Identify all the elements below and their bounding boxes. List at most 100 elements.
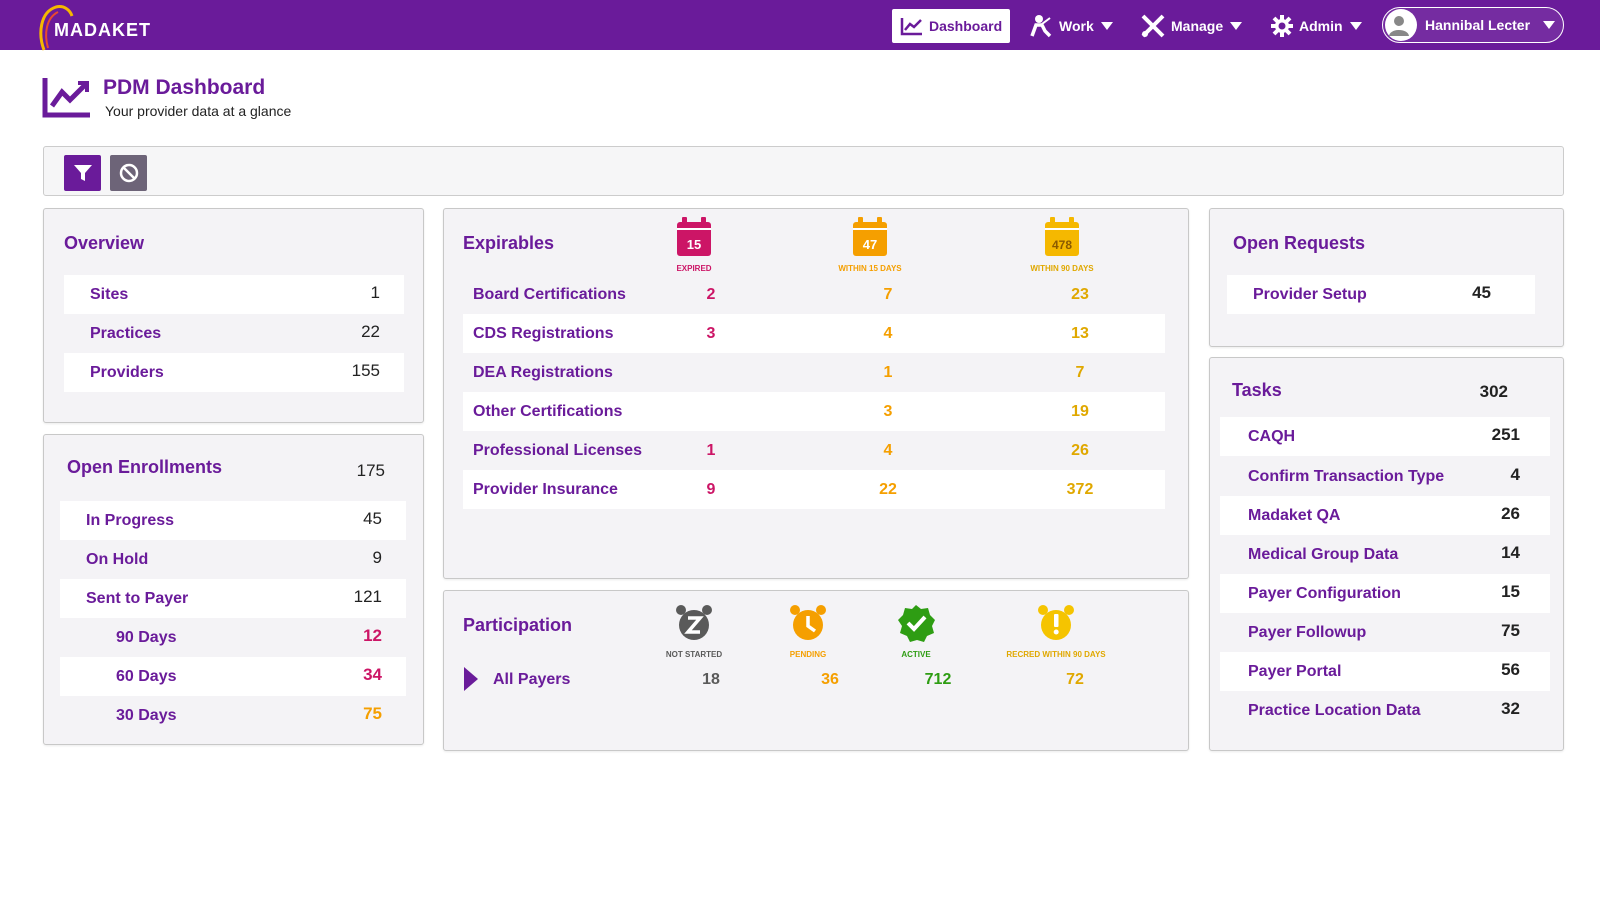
enrollment-row[interactable]: 30 Days 75 <box>60 696 406 735</box>
task-value: 251 <box>1491 425 1520 444</box>
avatar <box>1385 9 1417 41</box>
enrollment-row[interactable]: 60 Days 34 <box>60 657 406 696</box>
within-90-value: 23 <box>1071 286 1089 303</box>
enrollment-label: On Hold <box>86 551 149 568</box>
madaket-logo[interactable]: MADAKET <box>36 4 166 51</box>
task-label: Practice Location Data <box>1248 702 1421 719</box>
expirable-label: DEA Registrations <box>473 364 613 381</box>
enrollment-row[interactable]: In Progress 45 <box>60 501 406 540</box>
within-15-days-count: 47 <box>863 237 877 252</box>
expired-header[interactable]: 15 EXPIRED <box>658 217 730 273</box>
within-90-value: 13 <box>1071 325 1089 342</box>
expirables-card: Expirables 15 EXPIRED 47 WITHIN 15 DAYS … <box>443 208 1189 579</box>
enrollment-label: 90 Days <box>116 629 177 646</box>
request-value: 45 <box>1472 283 1491 302</box>
enrollments-total: 175 <box>356 461 385 480</box>
enrollment-value: 34 <box>363 665 382 684</box>
nav-work[interactable]: Work <box>1028 9 1114 43</box>
within-15-value: 7 <box>883 286 893 303</box>
user-menu[interactable]: Hannibal Lecter <box>1382 7 1564 43</box>
request-row[interactable]: Provider Setup 45 <box>1227 275 1535 314</box>
task-value: 56 <box>1501 660 1520 679</box>
task-label: Medical Group Data <box>1248 546 1399 563</box>
tasks-total: 302 <box>1479 382 1508 401</box>
task-row[interactable]: Payer Portal 56 <box>1220 652 1550 691</box>
tools-icon <box>1141 14 1165 38</box>
enrollment-row[interactable]: On Hold 9 <box>60 540 406 579</box>
task-row[interactable]: CAQH 251 <box>1220 417 1550 456</box>
overview-value: 155 <box>351 361 380 380</box>
task-row[interactable]: Payer Configuration 15 <box>1220 574 1550 613</box>
nav-dashboard[interactable]: Dashboard <box>892 9 1010 43</box>
within-90-days-caption: WITHIN 90 DAYS <box>1030 264 1094 273</box>
filter-button[interactable] <box>64 155 101 191</box>
pending-value: 36 <box>821 671 839 688</box>
task-row[interactable]: Practice Location Data 32 <box>1220 691 1550 730</box>
pending-caption: PENDING <box>789 650 827 659</box>
overview-label: Providers <box>90 364 164 381</box>
nav-manage-label: Manage <box>1171 18 1224 34</box>
expirable-row[interactable]: CDS Registrations 3 4 13 <box>463 314 1165 353</box>
overview-label: Sites <box>90 286 129 303</box>
expirable-row[interactable]: Board Certifications 2 7 23 <box>463 275 1165 314</box>
logo-swoosh-icon <box>39 5 74 51</box>
expirable-row[interactable]: Provider Insurance 9 22 372 <box>463 470 1165 509</box>
overview-row[interactable]: Sites 1 <box>64 275 404 314</box>
participation-card: Participation NOT STARTED PENDING ACTIVE <box>443 590 1189 751</box>
nav-manage[interactable]: Manage <box>1140 9 1243 43</box>
tasks-title: Tasks <box>1232 380 1282 400</box>
not-started-caption: NOT STARTED <box>665 650 723 659</box>
expirable-label: Board Certifications <box>473 286 626 303</box>
expirable-row[interactable]: Other Certifications 3 19 <box>463 392 1165 431</box>
task-value: 32 <box>1501 699 1520 718</box>
overview-row[interactable]: Providers 155 <box>64 353 404 392</box>
within-15-days-header[interactable]: 47 WITHIN 15 DAYS <box>820 217 920 273</box>
caret-right-icon[interactable] <box>463 666 479 692</box>
within-15-value: 4 <box>883 325 893 342</box>
user-icon <box>1388 16 1409 36</box>
overview-title: Overview <box>64 233 145 253</box>
active-value: 712 <box>924 671 952 688</box>
pending-header[interactable]: PENDING <box>772 603 844 659</box>
expirable-row[interactable]: DEA Registrations 1 7 <box>463 353 1165 392</box>
active-header[interactable]: ACTIVE <box>880 603 952 659</box>
calendar-icon: 15 <box>677 217 711 256</box>
enrollment-value: 9 <box>372 548 382 567</box>
nav-admin-label: Admin <box>1299 18 1343 34</box>
chevron-down-icon <box>1100 22 1113 30</box>
calendar-icon: 478 <box>1045 217 1079 256</box>
enrollment-row[interactable]: Sent to Payer 121 <box>60 579 406 618</box>
task-row[interactable]: Medical Group Data 14 <box>1220 535 1550 574</box>
task-row[interactable]: Payer Followup 75 <box>1220 613 1550 652</box>
expirable-row[interactable]: Professional Licenses 1 4 26 <box>463 431 1165 470</box>
overview-row[interactable]: Practices 22 <box>64 314 404 353</box>
within-90-value: 372 <box>1066 481 1094 498</box>
enrollment-row[interactable]: 90 Days 12 <box>60 618 406 657</box>
not-started-header[interactable]: NOT STARTED <box>652 603 736 659</box>
clear-filter-button[interactable] <box>110 155 147 191</box>
nav-dashboard-label: Dashboard <box>929 18 1003 34</box>
open-enrollments-card: Open Enrollments 175 In Progress 45 On H… <box>43 434 424 745</box>
within-15-value: 3 <box>883 403 893 420</box>
participation-row[interactable]: All Payers 18 36 712 72 <box>463 660 1165 699</box>
enrollments-title: Open Enrollments <box>67 457 223 477</box>
task-row[interactable]: Madaket QA 26 <box>1220 496 1550 535</box>
chart-line-icon <box>900 18 922 36</box>
enrollment-label: 60 Days <box>116 668 177 685</box>
tasks-card: Tasks 302 CAQH 251 Confirm Transaction T… <box>1209 357 1564 751</box>
expirable-label: Other Certifications <box>473 403 623 420</box>
recred-header[interactable]: RECRED WITHIN 90 DAYS <box>996 603 1116 659</box>
task-label: CAQH <box>1248 428 1296 445</box>
expirables-title: Expirables <box>463 233 555 253</box>
within-90-days-header[interactable]: 478 WITHIN 90 DAYS <box>1012 217 1112 273</box>
expirable-label: CDS Registrations <box>473 325 614 342</box>
overview-value: 1 <box>370 283 380 302</box>
ban-icon <box>119 163 138 183</box>
nav-admin[interactable]: Admin <box>1270 9 1363 43</box>
chevron-down-icon <box>1349 22 1362 30</box>
user-name: Hannibal Lecter <box>1425 17 1531 33</box>
filter-bar <box>43 146 1564 196</box>
task-row[interactable]: Confirm Transaction Type 4 <box>1220 457 1550 496</box>
within-15-value: 4 <box>883 442 893 459</box>
task-label: Payer Portal <box>1248 663 1342 680</box>
